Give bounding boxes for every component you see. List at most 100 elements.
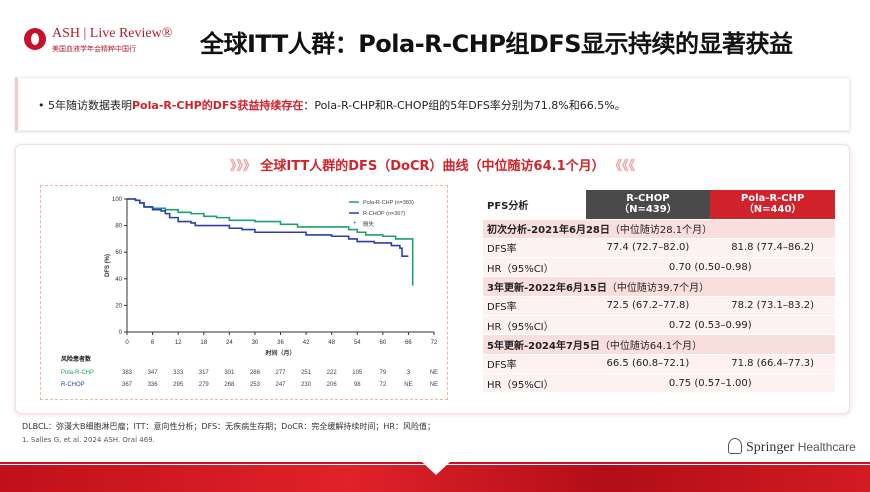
x-tick-label: 54 [354,340,361,346]
brand2: Healthcare [797,440,856,454]
legend-label: Pola-R-CHP (n=383) [363,200,414,206]
y-tick-label: 0 [119,330,123,336]
row-label: HR（95%CI） [483,257,586,278]
y-tick-label: 20 [115,303,122,309]
x-tick-label: 66 [405,340,412,346]
risk-row-label: Pola-R-CHP [61,370,94,376]
section-row: 3年更新-2022年6月15日（中位随访39.7个月） [483,276,835,297]
table-row: HR（95%CI） 0.72 (0.53–0.99) [483,315,835,336]
abbreviations: DLBCL：弥漫大B细胞淋巴瘤；ITT：意向性分析；DFS：无疾病生存期；DoC… [22,422,435,431]
risk-count: 295 [173,382,184,388]
row-label: HR（95%CI） [483,373,586,394]
risk-row-label: R-CHOP [61,382,85,388]
risk-table-title: 风险患者数 [61,355,92,363]
dfs-rchop: 66.5 (60.8–72.1) [585,354,711,374]
key-finding: • 5年随访数据表明Pola-R-CHP的DFS获益持续存在：Pola-R-CH… [38,99,626,112]
risk-count: 230 [301,382,312,388]
hazard-ratio: 0.72 (0.53–0.99) [585,315,835,336]
section-row: 初次分析-2021年6月28日（中位随访28.1个月） [483,219,835,239]
dfs-pola: 71.8 (66.4–77.3) [710,354,835,374]
risk-count: 98 [354,382,361,388]
row-label: HR（95%CI） [483,315,586,336]
risk-count: 336 [148,382,159,388]
x-tick-label: 60 [379,340,386,346]
risk-count: 277 [275,370,286,376]
dfs-pola: 81.8 (77.4–86.2) [710,238,835,259]
section-followup: （中位随访39.7个月） [606,283,710,295]
dfs-rchop: 77.4 (72.7–82.0) [585,238,711,259]
x-tick-label: 42 [303,340,310,346]
panel-title-text: 全球ITT人群的DFS（DoCR）曲线（中位随访64.1个月） [260,159,605,174]
risk-count: 268 [224,382,235,388]
km-chart-box: 0 6 12 18 24 30 36 42 48 54 60 66 72 0 20 40 60 80 100 时间（月… [40,185,448,400]
springer-horse-icon [728,438,742,454]
y-tick-label: 60 [115,250,122,256]
finding-prefix: 5年随访数据表明 [48,99,132,112]
x-tick-label: 36 [277,340,284,346]
risk-count: 347 [148,370,159,376]
panel-title: 》》》 全球ITT人群的DFS（DoCR）曲线（中位随访64.1个月） 《《《 [16,155,849,174]
pola-n: （N=440） [743,204,802,216]
section-title: 3年更新-2022年6月15日（中位随访39.7个月） [483,276,835,297]
brand: Springer [746,440,795,455]
legend-label: R-CHOP (n=367) [363,211,405,217]
table-row: HR（95%CI） 0.75 (0.57–1.00) [483,373,835,394]
pola-label: Pola-R-CHP [740,193,805,205]
risk-count: 367 [122,382,133,388]
hazard-ratio: 0.70 (0.50–0.98) [585,257,835,278]
section-title: 初次分析-2021年6月28日（中位随访28.1个月） [483,219,835,239]
row-label: DFS率 [483,296,586,316]
logo-subtext: 美国血液学年会精粹中国行 [52,45,136,53]
rchop-n: （N=439） [619,204,677,216]
header-rchop: R-CHOP （N=439） [585,190,711,220]
risk-count: 333 [173,370,184,376]
section-row: 5年更新-2024年7月5日（中位随访64.1个月） [483,334,835,355]
dfs-pola: 78.2 (73.1–83.2) [710,296,835,316]
x-tick-label: 24 [226,340,233,346]
risk-count: 286 [250,370,261,376]
y-tick-label: 40 [115,277,122,283]
finding-suffix: ：Pola-R-CHP和R-CHOP组的5年DFS率分别为71.8%和66.5%… [303,99,626,112]
risk-count: 251 [301,370,312,376]
x-tick-label: 30 [252,340,259,346]
x-tick-label: 0 [125,340,129,346]
risk-count: 301 [224,370,235,376]
section-date: 初次分析-2021年6月28日 [487,225,610,237]
x-tick-label: 48 [328,340,335,346]
risk-count: 253 [250,382,261,388]
section-title: 5年更新-2024年7月5日（中位随访64.1个月） [483,334,835,355]
risk-count: NE [404,382,412,388]
x-tick-label: 12 [175,340,182,346]
reference: 1. Salles G, et al. 2024 ASH. Oral 469. [22,436,155,444]
risk-count: 317 [199,370,210,376]
y-axis-label: DFS (%) [105,254,111,277]
page-title: 全球ITT人群：Pola-R-CHP组DFS显示持续的显著获益 [200,30,793,58]
rchop-label: R-CHOP [626,193,670,205]
risk-count: 222 [327,370,338,376]
x-tick-label: 72 [431,340,438,346]
risk-count: 279 [199,382,210,388]
table-header: PFS分析 R-CHOP （N=439） Pola-R-CHP （N=440） [483,190,835,220]
risk-count: 79 [379,370,386,376]
hazard-ratio: 0.75 (0.57–1.00) [585,373,835,394]
springer-healthcare-logo: Springer Healthcare [728,438,856,456]
x-tick-label: 6 [151,340,155,346]
risk-count: 3 [407,370,411,376]
table-row: DFS率 66.5 (60.8–72.1) 71.8 (66.4–77.3) [483,354,835,374]
section-followup: （中位随访64.1个月） [599,340,703,352]
footer-notch [422,462,450,475]
y-tick-label: 100 [112,197,123,203]
section-date: 3年更新-2022年6月15日 [487,283,607,295]
dfs-rchop: 72.5 (67.2–77.8) [585,296,711,316]
header-pola: Pola-R-CHP （N=440） [710,190,835,220]
ash-logo-icon [24,28,46,50]
risk-count: 105 [352,370,363,376]
row-label: DFS率 [483,238,586,259]
logo-text: ASH | Live Review® [52,26,173,41]
finding-highlight: Pola-R-CHP的DFS获益持续存在 [132,99,304,112]
x-axis-label: 时间（月） [265,349,295,357]
x-tick-label: 18 [200,340,207,346]
series-line-rchop [127,198,409,257]
risk-count: 206 [327,382,338,388]
risk-count: NE [430,370,438,376]
